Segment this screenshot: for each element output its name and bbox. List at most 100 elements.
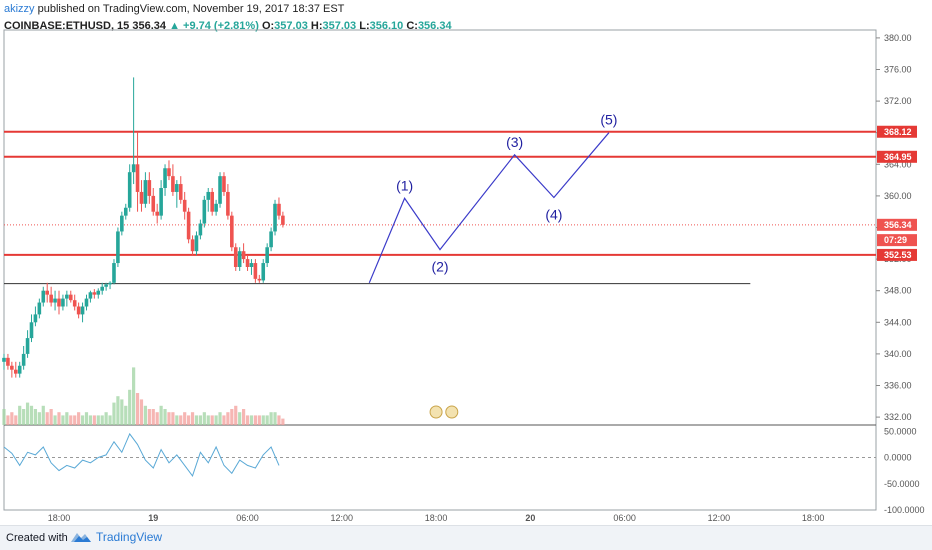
candle-body <box>159 188 163 216</box>
time-tick-label: 12:00 <box>708 513 731 523</box>
price-tag-label: 368.12 <box>884 127 912 137</box>
volume-bar <box>104 412 108 425</box>
volume-bar <box>273 412 277 425</box>
osc-tick-label: 0.0000 <box>884 453 912 463</box>
volume-bar <box>100 415 104 425</box>
candle-body <box>198 223 203 236</box>
volume-bar <box>183 412 187 425</box>
osc-tick-label: 50.0000 <box>884 426 917 436</box>
candle-body <box>2 357 6 362</box>
candle-body <box>100 286 104 291</box>
price-tag-label: 356.34 <box>884 220 912 230</box>
candle-body <box>249 263 254 267</box>
price-tick-label: 372.00 <box>884 96 912 106</box>
candle-body <box>226 191 230 216</box>
volume-bar <box>175 415 179 425</box>
candle-body <box>253 263 258 279</box>
volume-bar <box>155 412 159 425</box>
candle-body <box>49 294 53 303</box>
osc-tick-label: -50.0000 <box>884 479 920 489</box>
price-tick-label: 340.00 <box>884 349 912 359</box>
candle-body <box>194 235 199 252</box>
candle-body <box>72 300 77 307</box>
candle-body <box>112 263 116 283</box>
volume-bar <box>6 415 10 425</box>
plot-frame <box>3 29 877 511</box>
price-tick-label: 348.00 <box>884 286 912 296</box>
candle-body <box>143 180 148 204</box>
volume-bar <box>61 415 65 425</box>
volume-bar <box>120 399 124 425</box>
volume-bar <box>234 405 238 425</box>
candle-body <box>29 322 34 339</box>
volume-bar <box>214 415 218 425</box>
volume-bar <box>10 412 14 425</box>
price-tick-label: 336.00 <box>884 381 912 391</box>
candle-body <box>230 215 234 248</box>
candle-body <box>155 211 159 216</box>
volume-bar <box>73 415 77 425</box>
candle-body <box>61 298 65 307</box>
tradingview-brand: TradingView <box>96 530 163 544</box>
price-tick-label: 364.00 <box>884 159 912 169</box>
volume-bar <box>218 412 222 425</box>
candle-body <box>88 292 93 299</box>
volume-bar <box>151 409 155 425</box>
volume-bar <box>84 412 89 425</box>
tradingview-logo-icon <box>71 533 91 542</box>
event-flag-icon <box>429 405 443 419</box>
footer-bar: Created with TradingView <box>0 525 932 550</box>
candle-body <box>104 284 108 287</box>
volume-bar <box>92 415 96 425</box>
oscillator-line <box>3 432 280 477</box>
elliott-wave-path <box>368 132 610 284</box>
ohlc-low-label: L: <box>359 20 370 32</box>
candle-body <box>245 259 250 267</box>
ohlc-high-label: H: <box>310 20 323 32</box>
candle-body <box>131 164 136 173</box>
volume-bar <box>112 402 116 425</box>
volume-bar <box>49 409 53 425</box>
volume-bar <box>163 409 167 425</box>
ohlc-low-value: 356.10 <box>369 20 404 32</box>
candle-body <box>17 365 22 374</box>
volume-bar <box>147 409 151 425</box>
volume-bar <box>77 412 81 425</box>
volume-bar <box>230 409 234 425</box>
volume-bar <box>190 412 195 425</box>
time-tick-label: 20 <box>525 513 535 523</box>
price-tag-box <box>877 218 917 231</box>
volume-bar <box>29 405 34 425</box>
volume-bar <box>135 393 140 425</box>
volume-bar <box>261 415 265 425</box>
tradingview-link[interactable]: TradingView <box>70 530 162 544</box>
candle-body <box>257 278 262 281</box>
wave-label: (1) <box>396 177 413 193</box>
wave-label: (5) <box>600 112 617 128</box>
candle-body <box>127 172 132 208</box>
candle-body <box>186 211 191 240</box>
price-change: +9.74 (+2.81%) <box>183 20 259 32</box>
candle-body <box>84 298 89 307</box>
price-tag-box <box>877 248 917 261</box>
candle-body <box>45 290 50 295</box>
time-tick-label: 18:00 <box>425 513 448 523</box>
candle-body <box>171 176 175 192</box>
author-link[interactable]: akizzy <box>4 3 35 15</box>
price-tag-box <box>877 234 917 247</box>
candle-body <box>210 191 214 212</box>
candle-body <box>241 251 246 260</box>
volume-bar <box>210 415 214 425</box>
candle-body <box>76 306 81 315</box>
publish-text: published on TradingView.com, November 1… <box>34 3 345 15</box>
volume-bar <box>194 415 199 425</box>
candle-body <box>206 191 211 200</box>
candle-body <box>233 247 238 267</box>
candle-body <box>123 207 128 216</box>
change-arrow-icon: ▲ <box>169 20 180 32</box>
wave-label: (4) <box>545 206 562 222</box>
volume-bar <box>33 409 38 425</box>
price-chart[interactable]: 380.00376.00372.00368.00364.00360.00356.… <box>0 0 932 526</box>
price-tick-label: 360.00 <box>884 191 912 201</box>
wave-label: (2) <box>431 259 448 275</box>
